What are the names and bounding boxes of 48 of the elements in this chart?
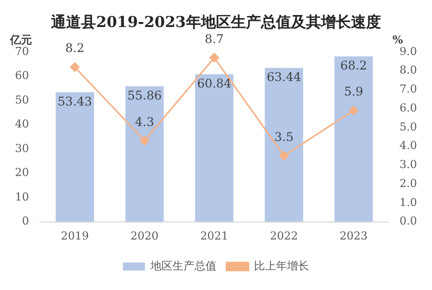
x-tick-label: 2023 (340, 229, 368, 242)
x-tick-label: 2019 (60, 229, 89, 242)
bar (334, 56, 373, 222)
y2-tick-label: 0.0 (400, 214, 418, 228)
y-tick-label: 0 (22, 214, 29, 228)
data-label: 5.9 (344, 84, 364, 99)
y2-tick-label: 8.0 (400, 64, 418, 77)
x-tick-label: 2020 (130, 229, 159, 242)
y2-axis-title: % (392, 33, 404, 46)
point (70, 62, 80, 72)
y-tick-label: 20 (14, 166, 29, 180)
point (140, 136, 150, 146)
data-label: 53.43 (58, 94, 92, 108)
data-label: 8.7 (204, 32, 224, 46)
y-tick-label: 70 (14, 44, 29, 58)
point (348, 106, 358, 116)
y-axis-title: 亿元 (9, 33, 32, 46)
data-label: 8.2 (65, 41, 84, 56)
point (279, 151, 289, 161)
y2-tick-label: 5.0 (400, 120, 418, 134)
point (210, 52, 219, 62)
bar (56, 92, 94, 222)
y2-tick-label: 1.0 (400, 196, 418, 209)
y2-tick-label: 3.0 (400, 158, 418, 172)
data-label: 60.84 (197, 76, 232, 90)
data-label: 4.3 (135, 114, 154, 129)
x-tick-label: 2022 (270, 229, 298, 242)
bar (264, 68, 304, 222)
y2-tick-label: 9.0 (400, 44, 418, 58)
y2-tick-label: 7.0 (400, 82, 418, 96)
y-tick-label: 40 (14, 118, 29, 131)
y2-tick-label: 4.0 (400, 139, 418, 152)
legend-label: 地区生产总值 (150, 259, 216, 272)
y-tick-label: 30 (14, 142, 29, 155)
data-label: 63.44 (266, 70, 302, 84)
y2-tick-label: 6.0 (400, 101, 418, 114)
legend-label: 比上年增长 (254, 259, 309, 272)
y2-tick-label: 2.0 (400, 176, 418, 190)
bar (125, 86, 164, 222)
data-label: 68.2 (340, 58, 368, 72)
y-tick-label: 60 (14, 69, 29, 82)
y-tick-label: 50 (14, 93, 29, 106)
x-tick-label: 2021 (200, 229, 228, 242)
data-label: 55.86 (127, 88, 162, 102)
data-label: 3.5 (274, 130, 294, 144)
bar (195, 74, 234, 222)
y-tick-label: 10 (14, 190, 29, 204)
chart-title: 通道县2019-2023年地区生产总值及其增长速度 (50, 12, 381, 31)
